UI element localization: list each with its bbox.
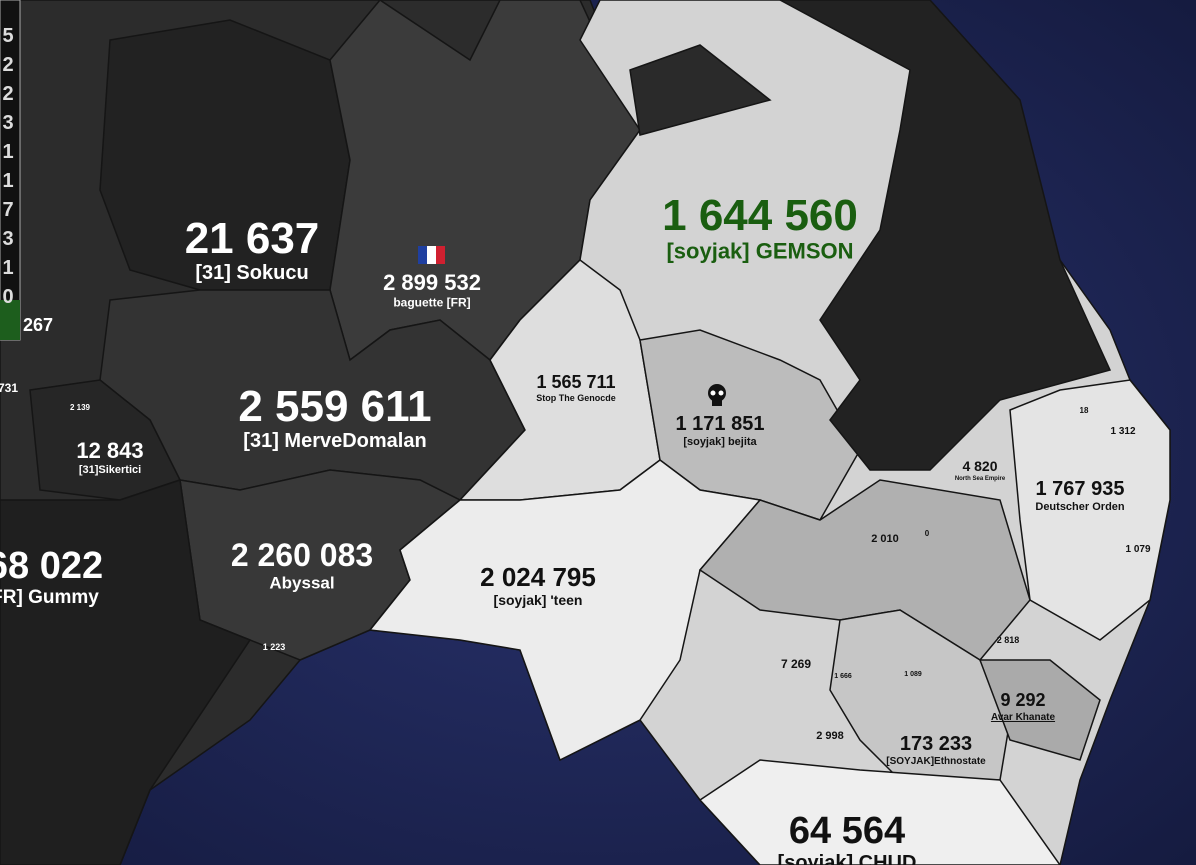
territory-count: 1 089 bbox=[904, 671, 922, 678]
territory-count: 1 171 851 bbox=[676, 413, 765, 435]
territory-count: 9 292 bbox=[1000, 690, 1045, 710]
territory-count: 267 bbox=[23, 315, 53, 335]
leaderboard-entry: 5 bbox=[2, 25, 13, 47]
skull-icon bbox=[708, 384, 726, 406]
leaderboard-self bbox=[0, 300, 20, 340]
territory-count: 2 139 bbox=[70, 403, 91, 412]
territory-count: 68 022 bbox=[0, 545, 103, 587]
territory-count: 12 843 bbox=[76, 438, 143, 463]
territory-name: [31]Sikertici bbox=[79, 464, 141, 476]
flag-blue bbox=[418, 246, 427, 264]
territory-count: 1 666 bbox=[834, 673, 852, 680]
territory-count: 173 233 bbox=[900, 733, 972, 755]
territory-count: 731 bbox=[0, 381, 18, 395]
territory-name: [soyjak] 'teen bbox=[494, 592, 583, 608]
territory-count: 2 998 bbox=[816, 730, 844, 742]
territory-name: [SOYJAK]Ethnostate bbox=[886, 756, 986, 767]
skull-jaw bbox=[712, 399, 722, 406]
leaderboard-entry: 3 bbox=[2, 228, 13, 250]
dark-north bbox=[629, 44, 772, 136]
territory-count: 1 565 711 bbox=[536, 372, 615, 392]
territory-count: 2 024 795 bbox=[480, 562, 596, 592]
territory-name: [soyjak] bejita bbox=[683, 436, 757, 448]
territory-avar bbox=[978, 659, 1101, 761]
territory-count: 7 269 bbox=[781, 657, 811, 671]
territory-name: Abyssal bbox=[269, 573, 334, 592]
flag-white bbox=[427, 246, 436, 264]
territory-name: North Sea Empire bbox=[955, 476, 1006, 482]
territory-count: 2 818 bbox=[997, 635, 1020, 645]
territory-count: 18 bbox=[1080, 406, 1089, 415]
territory-gummy bbox=[0, 479, 252, 865]
flag-red bbox=[436, 246, 445, 264]
territory-name: [soyjak] GEMSON bbox=[666, 238, 853, 263]
territory-count: 0 bbox=[925, 529, 930, 538]
leaderboard-entry: 2 bbox=[2, 83, 13, 105]
land bbox=[0, 0, 1171, 865]
territory-count: 64 564 bbox=[789, 810, 905, 852]
skull-eye bbox=[710, 390, 716, 396]
territory-count: 2 010 bbox=[871, 533, 899, 545]
territory-name: FR] Gummy bbox=[0, 587, 99, 608]
territory-name: baguette [FR] bbox=[393, 295, 470, 309]
skull bbox=[708, 384, 726, 402]
territory-count: 1 644 560 bbox=[662, 191, 858, 240]
territory-count: 2 559 611 bbox=[238, 382, 431, 431]
territory-name: Deutscher Orden bbox=[1035, 501, 1125, 513]
skull-eye bbox=[718, 390, 724, 396]
territory-count: 1 767 935 bbox=[1036, 478, 1125, 500]
territory-count: 1 312 bbox=[1110, 426, 1135, 437]
flag bbox=[418, 246, 445, 264]
territory-name: Avar Khanate bbox=[991, 712, 1056, 723]
territory-count: 1 223 bbox=[263, 642, 286, 652]
territory-count: 2 260 083 bbox=[231, 537, 373, 573]
leaderboard-entry: 7 bbox=[2, 199, 13, 221]
territory-name: [31] MerveDomalan bbox=[243, 430, 426, 452]
leaderboard-entry: 2 bbox=[2, 54, 13, 76]
territory-chud bbox=[698, 759, 1061, 865]
territory-name: [soyjak] CHUD bbox=[778, 852, 917, 865]
leaderboard-entry: 3 bbox=[2, 112, 13, 134]
leaderboard-entry: 1 bbox=[2, 141, 13, 163]
territory-count: 1 079 bbox=[1125, 544, 1150, 555]
territory-count: 21 637 bbox=[185, 214, 320, 263]
territory-name: Stop The Genocde bbox=[536, 393, 616, 403]
territory-count: 2 899 532 bbox=[383, 270, 481, 295]
leaderboard-entry: 1 bbox=[2, 257, 13, 279]
territory-deutscher bbox=[1009, 379, 1171, 641]
territory-name: [31] Sokucu bbox=[195, 262, 308, 284]
territory-teen bbox=[368, 459, 762, 762]
leaderboard-entry: 0 bbox=[2, 286, 13, 308]
territory-count: 4 820 bbox=[962, 458, 997, 474]
dark-east bbox=[779, 0, 1112, 471]
leaderboard-entry: 1 bbox=[2, 170, 13, 192]
